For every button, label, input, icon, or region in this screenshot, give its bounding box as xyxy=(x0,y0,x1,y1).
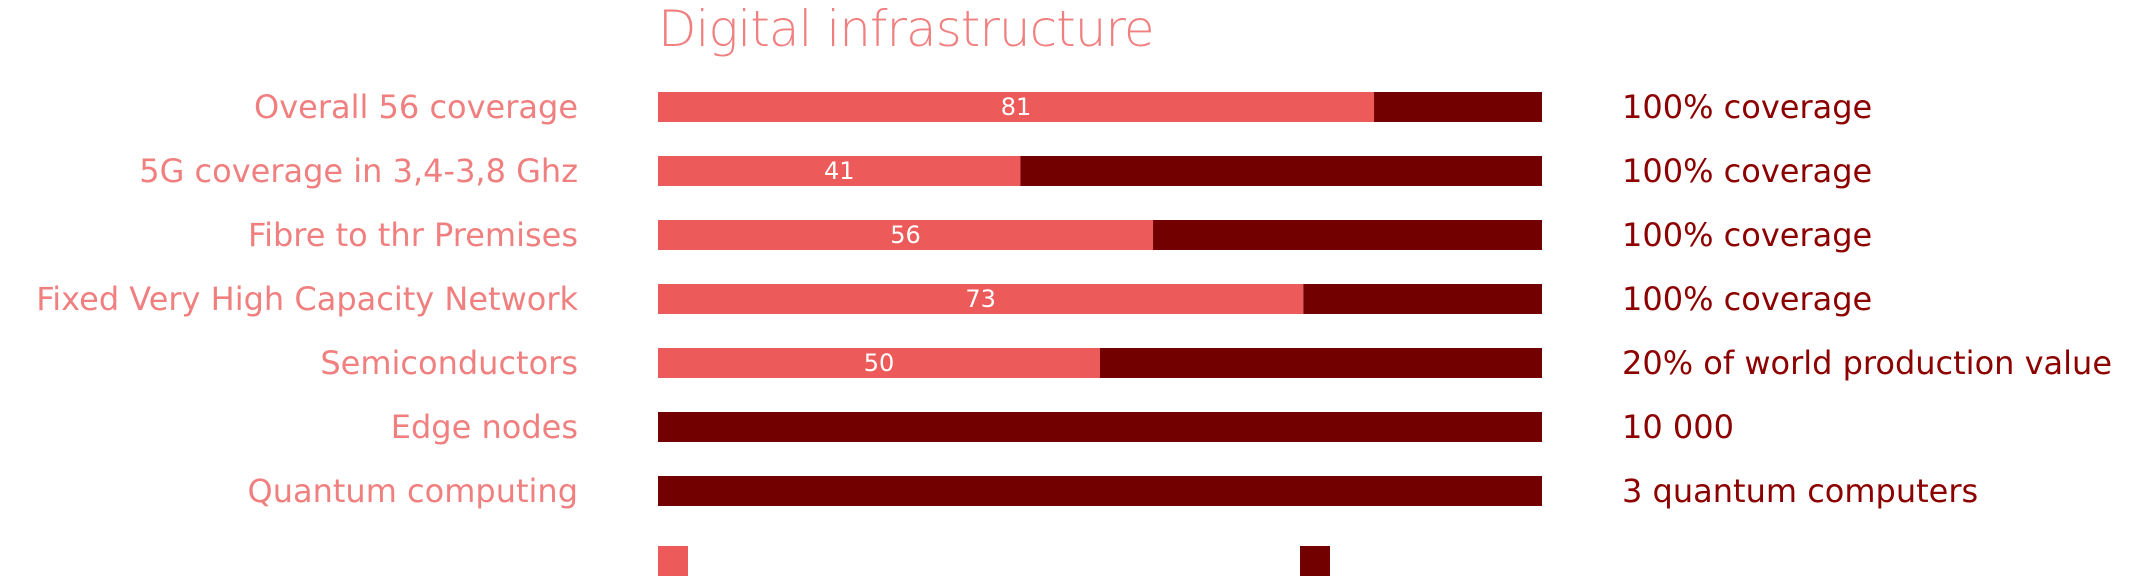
bar-remaining-fixed-very-high-capacity-network xyxy=(1303,284,1542,314)
category-label-edge-nodes: Edge nodes xyxy=(391,408,578,446)
category-label-fixed-very-high-capacity-network: Fixed Very High Capacity Network xyxy=(36,280,578,318)
bar-achieved-5g-coverage-in-3-4-3-8-ghz xyxy=(658,156,1021,186)
bar-remaining-edge-nodes xyxy=(658,412,1542,442)
target-label-semiconductors: 20% of world production value xyxy=(1622,344,2112,382)
legend-swatch-achieved xyxy=(658,546,688,576)
bar-achieved-semiconductors xyxy=(658,348,1100,378)
data-label-fixed-very-high-capacity-network: 73 xyxy=(965,285,996,313)
chart-title: Digital infrastructure xyxy=(658,0,1155,58)
target-label-quantum-computing: 3 quantum computers xyxy=(1622,472,1978,510)
target-label-5g-coverage-in-3-4-3-8-ghz: 100% coverage xyxy=(1622,152,1872,190)
legend-swatch-remaining xyxy=(1300,546,1330,576)
bar-remaining-semiconductors xyxy=(1100,348,1542,378)
data-label-5g-coverage-in-3-4-3-8-ghz: 41 xyxy=(824,157,855,185)
data-label-overall-56-coverage: 81 xyxy=(1001,93,1032,121)
category-label-overall-56-coverage: Overall 56 coverage xyxy=(254,88,578,126)
bar-achieved-fibre-to-thr-premises xyxy=(658,220,1154,250)
target-label-overall-56-coverage: 100% coverage xyxy=(1622,88,1872,126)
category-label-quantum-computing: Quantum computing xyxy=(248,472,579,510)
bar-remaining-quantum-computing xyxy=(658,476,1542,506)
bar-remaining-fibre-to-thr-premises xyxy=(1153,220,1542,250)
category-label-semiconductors: Semiconductors xyxy=(320,344,578,382)
bar-remaining-overall-56-coverage xyxy=(1374,92,1542,122)
target-label-edge-nodes: 10 000 xyxy=(1622,408,1734,446)
target-label-fixed-very-high-capacity-network: 100% coverage xyxy=(1622,280,1872,318)
target-label-fibre-to-thr-premises: 100% coverage xyxy=(1622,216,1872,254)
category-label-5g-coverage-in-3-4-3-8-ghz: 5G coverage in 3,4-3,8 Ghz xyxy=(139,152,578,190)
data-label-fibre-to-thr-premises: 56 xyxy=(890,221,921,249)
data-label-semiconductors: 50 xyxy=(864,349,895,377)
bar-remaining-5g-coverage-in-3-4-3-8-ghz xyxy=(1020,156,1542,186)
bar-achieved-fixed-very-high-capacity-network xyxy=(658,284,1304,314)
category-label-fibre-to-thr-premises: Fibre to thr Premises xyxy=(248,216,578,254)
bar-achieved-overall-56-coverage xyxy=(658,92,1375,122)
